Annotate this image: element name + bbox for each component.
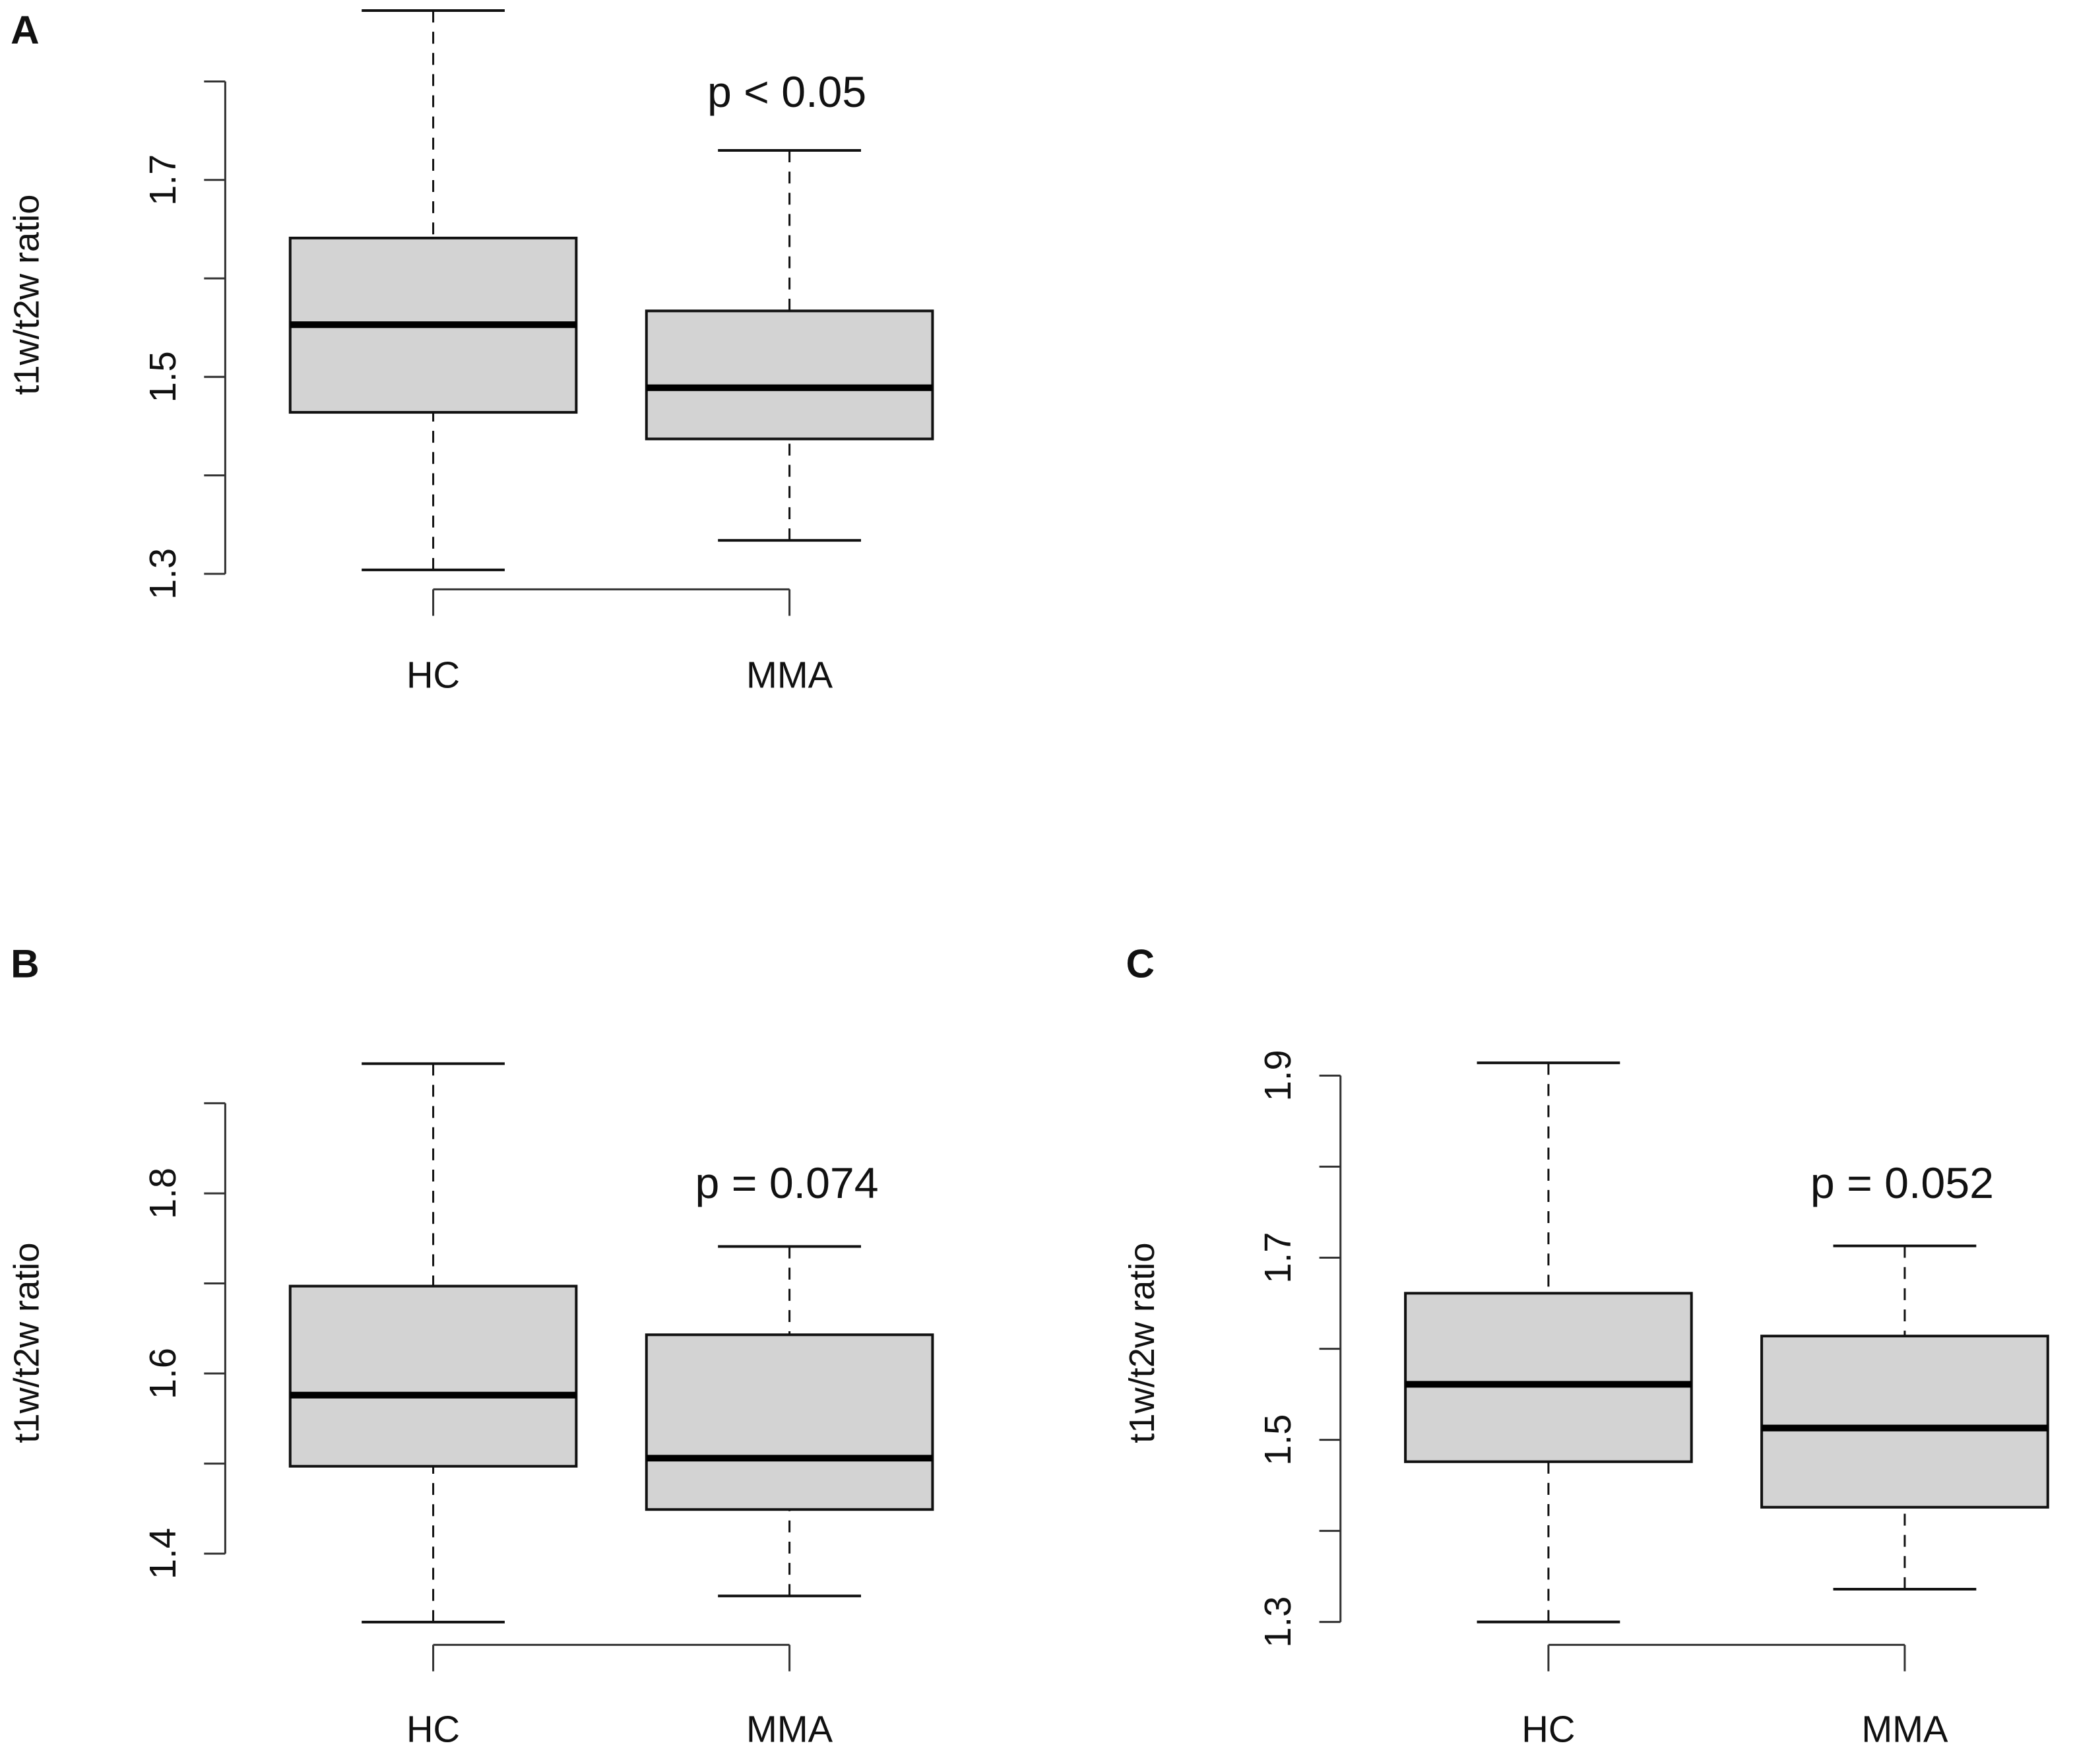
y-tick-label: 1.3 (142, 548, 183, 600)
x-tick-label: MMA (746, 1709, 833, 1750)
box (645, 309, 934, 441)
y-tick-label: 1.7 (1257, 1232, 1298, 1283)
y-tick-label: 1.4 (142, 1528, 183, 1579)
annotation: p < 0.05 (707, 68, 866, 117)
y-tick-label: 1.5 (142, 351, 183, 402)
box (1404, 1292, 1693, 1463)
annotation: p = 0.074 (695, 1159, 879, 1208)
y-tick-label: 1.6 (142, 1348, 183, 1399)
y-axis-label: t1w/t2w ratio (7, 1243, 47, 1443)
panel-label: B (11, 941, 40, 986)
panel-label: C (1126, 941, 1155, 986)
box (645, 1333, 934, 1511)
y-tick-label: 1.5 (1257, 1414, 1298, 1466)
x-tick-label: HC (406, 654, 460, 696)
y-axis-label: t1w/t2w ratio (1122, 1243, 1162, 1443)
x-tick-label: MMA (1861, 1709, 1948, 1750)
y-tick-label: 1.8 (142, 1168, 183, 1219)
y-tick-label: 1.7 (142, 154, 183, 206)
x-tick-label: HC (1521, 1709, 1575, 1750)
panel-label: A (11, 7, 40, 52)
box (1760, 1335, 2049, 1509)
box (288, 1284, 578, 1468)
y-tick-label: 1.3 (1257, 1596, 1298, 1648)
annotation: p = 0.052 (1810, 1159, 1994, 1208)
y-axis-label: t1w/t2w ratio (7, 195, 47, 395)
x-tick-label: HC (406, 1709, 460, 1750)
x-tick-label: MMA (746, 654, 833, 696)
y-tick-label: 1.9 (1257, 1050, 1298, 1101)
